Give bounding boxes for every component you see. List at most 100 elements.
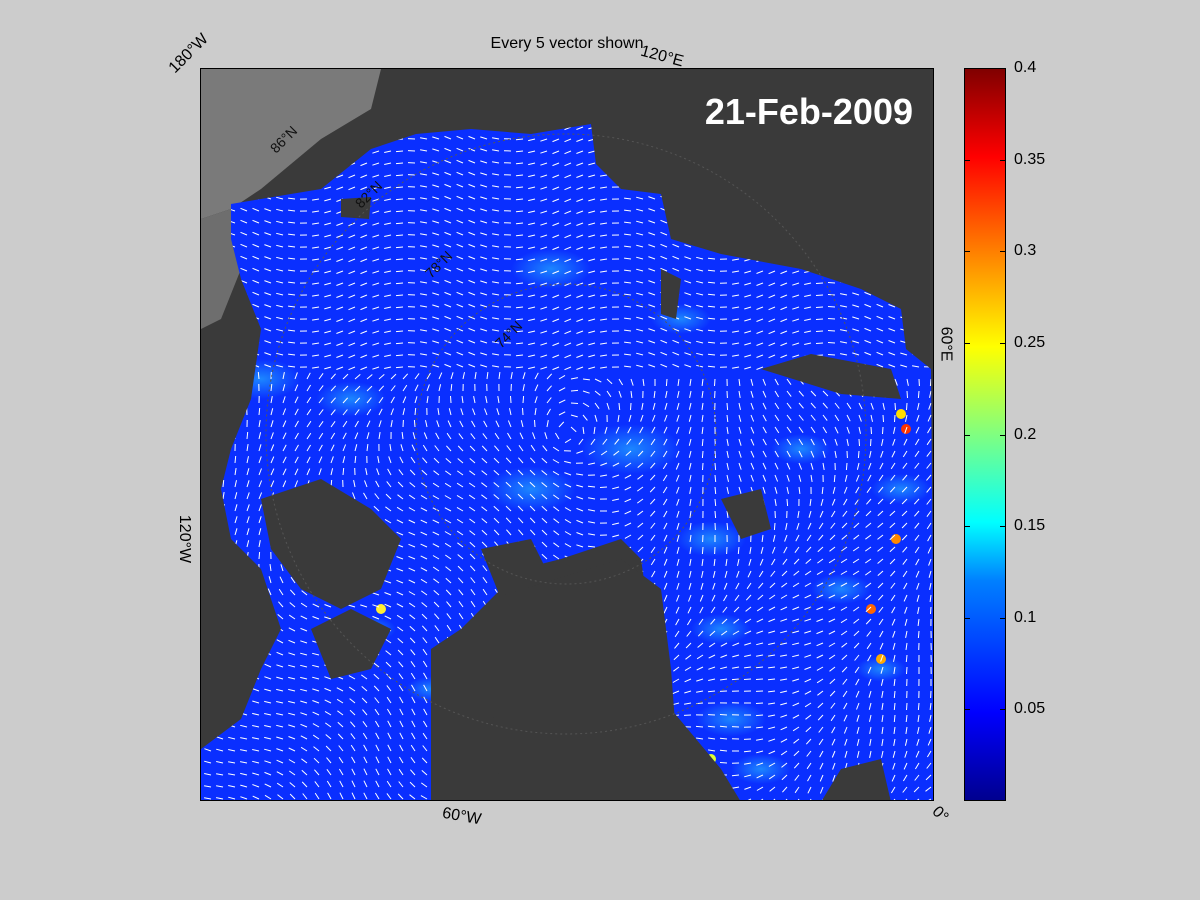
- drift-vector: [624, 329, 632, 332]
- drift-vector: [915, 750, 920, 758]
- drift-vector: [541, 505, 548, 512]
- drift-vector: [522, 372, 526, 380]
- drift-vector: [864, 303, 872, 308]
- drift-vector: [444, 519, 452, 524]
- drift-vector: [660, 363, 668, 368]
- drift-vector: [269, 564, 272, 572]
- drift-vector: [324, 246, 332, 250]
- drift-vector: [240, 255, 248, 260]
- drift-vector: [420, 531, 428, 536]
- drift-vector: [904, 738, 908, 746]
- drift-vector: [564, 342, 572, 347]
- drift-vector: [374, 792, 380, 800]
- drift-vector: [300, 652, 308, 656]
- drift-vector: [408, 519, 416, 524]
- drift-vector: [312, 652, 320, 656]
- drift-vector: [528, 270, 536, 274]
- drift-vector: [864, 327, 872, 332]
- drift-vector: [385, 493, 392, 500]
- drift-vector: [855, 690, 860, 698]
- drift-vector: [252, 784, 260, 788]
- drift-vector: [768, 306, 776, 311]
- drift-vector: [246, 431, 249, 440]
- drift-vector: [276, 256, 284, 260]
- drift-vector: [492, 221, 500, 224]
- drift-vector: [456, 135, 464, 140]
- drift-vector: [810, 414, 816, 421]
- drift-vector: [902, 786, 908, 793]
- drift-vector: [672, 363, 680, 368]
- drift-vector: [750, 450, 755, 458]
- drift-vector: [723, 594, 728, 602]
- map-title: Every 5 vector shown: [490, 35, 644, 52]
- drift-vector: [805, 558, 812, 564]
- drift-vector: [306, 432, 312, 440]
- drift-vector: [434, 625, 440, 632]
- drift-vector: [312, 210, 320, 213]
- drift-vector: [649, 486, 656, 493]
- colorbar-tick-mark: [964, 526, 970, 528]
- drift-vector: [515, 150, 524, 153]
- drift-vector: [396, 614, 404, 620]
- drift-vector: [564, 354, 572, 359]
- drift-vector: [336, 270, 344, 274]
- drift-vector: [773, 522, 776, 531]
- drift-vector: [805, 738, 812, 745]
- drift-vector: [780, 714, 788, 718]
- drift-vector: [469, 553, 476, 560]
- drift-vector: [588, 318, 596, 322]
- drift-vector: [363, 792, 368, 800]
- drift-vector: [912, 365, 920, 368]
- drift-vector: [264, 663, 272, 668]
- drift-vector: [294, 444, 299, 452]
- drift-vector: [771, 546, 776, 554]
- drift-vector: [689, 534, 692, 542]
- drift-vector: [384, 354, 392, 357]
- drift-vector: [686, 630, 692, 637]
- colorbar-tick-mark: [1000, 709, 1006, 711]
- drift-vector: [496, 408, 500, 416]
- drift-vector: [505, 457, 512, 464]
- drift-vector: [564, 282, 572, 287]
- drift-vector: [612, 522, 620, 526]
- drift-vector: [637, 462, 644, 468]
- drift-vector: [528, 150, 536, 154]
- drift-vector: [327, 792, 332, 800]
- drift-vector: [432, 543, 440, 548]
- drift-vector: [444, 219, 452, 224]
- drift-vector: [318, 468, 322, 476]
- drift-speed-patch: [691, 614, 751, 644]
- drift-vector: [432, 531, 440, 536]
- drift-vector: [433, 457, 440, 464]
- drift-vector: [397, 649, 404, 656]
- drift-vector: [388, 456, 392, 464]
- drift-vector: [204, 773, 212, 776]
- drift-vector: [336, 366, 344, 370]
- drift-vector: [492, 305, 500, 308]
- drift-vector: [781, 582, 788, 588]
- drift-vector: [264, 292, 272, 296]
- drift-vector: [398, 673, 404, 680]
- drift-vector: [707, 690, 716, 693]
- drift-vector: [288, 700, 296, 704]
- drift-vector: [258, 540, 261, 548]
- drift-vector: [768, 750, 776, 755]
- drift-vector: [378, 385, 385, 392]
- drift-vector: [372, 366, 380, 370]
- drift-vector: [744, 330, 752, 334]
- drift-vector: [687, 606, 692, 614]
- drift-vector: [900, 352, 908, 356]
- drift-vector: [282, 420, 287, 428]
- drift-vector: [289, 602, 296, 608]
- drift-vector: [675, 474, 680, 482]
- drift-vector: [664, 402, 668, 410]
- drift-vector: [841, 666, 848, 673]
- drift-vector: [888, 316, 896, 320]
- drift-vector: [422, 720, 428, 728]
- drift-vector: [541, 517, 548, 524]
- drift-vector: [433, 470, 440, 476]
- drift-vector: [827, 318, 836, 320]
- drift-vector: [828, 570, 836, 575]
- drift-vector: [600, 198, 608, 201]
- drift-vector: [707, 353, 716, 356]
